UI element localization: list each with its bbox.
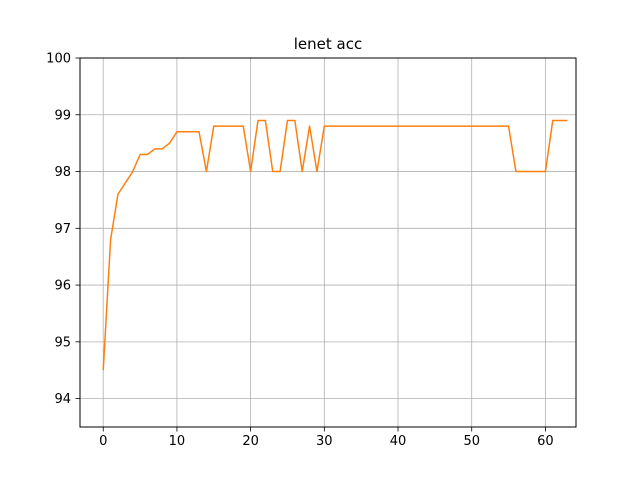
data-point [478,125,480,127]
x-tick-label: 50 [463,434,480,449]
y-tick-label: 99 [54,108,71,123]
data-point [500,125,502,127]
data-point [493,125,495,127]
plot-area-frame [79,57,577,428]
y-tick-label: 94 [54,392,71,407]
data-point [530,171,532,173]
data-point [397,125,399,127]
data-point [264,119,266,121]
data-point [419,125,421,127]
data-point [559,119,561,121]
axis-ticks: 0 10 20 30 40 50 60 94 95 96 97 98 99 100 [46,52,554,450]
data-point [360,125,362,127]
data-point [522,171,524,173]
series-line [102,119,568,371]
data-point [242,125,244,127]
data-point [567,119,569,121]
data-point [102,369,104,371]
data-point [309,125,311,127]
data-point [338,125,340,127]
data-point [471,125,473,127]
data-point [169,142,171,144]
data-point [412,125,414,127]
data-point [257,119,259,121]
data-point [552,119,554,121]
data-point [191,131,193,133]
data-point [375,125,377,127]
data-point [485,125,487,127]
data-point [117,193,119,195]
data-point [441,125,443,127]
data-point [544,171,546,173]
y-tick-label: 97 [54,222,71,237]
data-point [279,171,281,173]
data-point [272,171,274,173]
data-point [404,125,406,127]
data-point [183,131,185,133]
x-tick-label: 0 [99,434,107,449]
data-point [382,125,384,127]
data-point [463,125,465,127]
data-point [390,125,392,127]
data-point [331,125,333,127]
data-point [124,182,126,184]
data-point [368,125,370,127]
data-point [205,171,207,173]
data-point [154,148,156,150]
data-point [250,171,252,173]
x-tick-label: 30 [316,434,333,449]
data-point [235,125,237,127]
data-point [286,119,288,121]
x-tick-label: 20 [242,434,259,449]
series-layer [102,119,568,371]
data-point [139,154,141,156]
data-point [220,125,222,127]
data-point [213,125,215,127]
data-point [537,171,539,173]
data-point [456,125,458,127]
y-tick-label: 100 [46,52,71,67]
data-point [301,171,303,173]
x-tick-label: 10 [169,434,186,449]
data-point [176,131,178,133]
data-point [294,119,296,121]
data-point [345,125,347,127]
data-point [132,171,134,173]
data-point [449,125,451,127]
data-point [508,125,510,127]
data-point [146,154,148,156]
y-tick-label: 96 [54,279,71,294]
y-tick-label: 95 [54,335,71,350]
data-point [228,125,230,127]
chart-title: lenet acc [294,35,362,53]
x-tick-label: 60 [537,434,554,449]
x-tick-label: 40 [390,434,407,449]
data-point [316,171,318,173]
y-tick-label: 98 [54,165,71,180]
data-point [426,125,428,127]
data-point [515,171,517,173]
data-point [323,125,325,127]
data-point [353,125,355,127]
data-point [161,148,163,150]
data-point [110,239,112,241]
data-point [198,131,200,133]
data-point [434,125,436,127]
